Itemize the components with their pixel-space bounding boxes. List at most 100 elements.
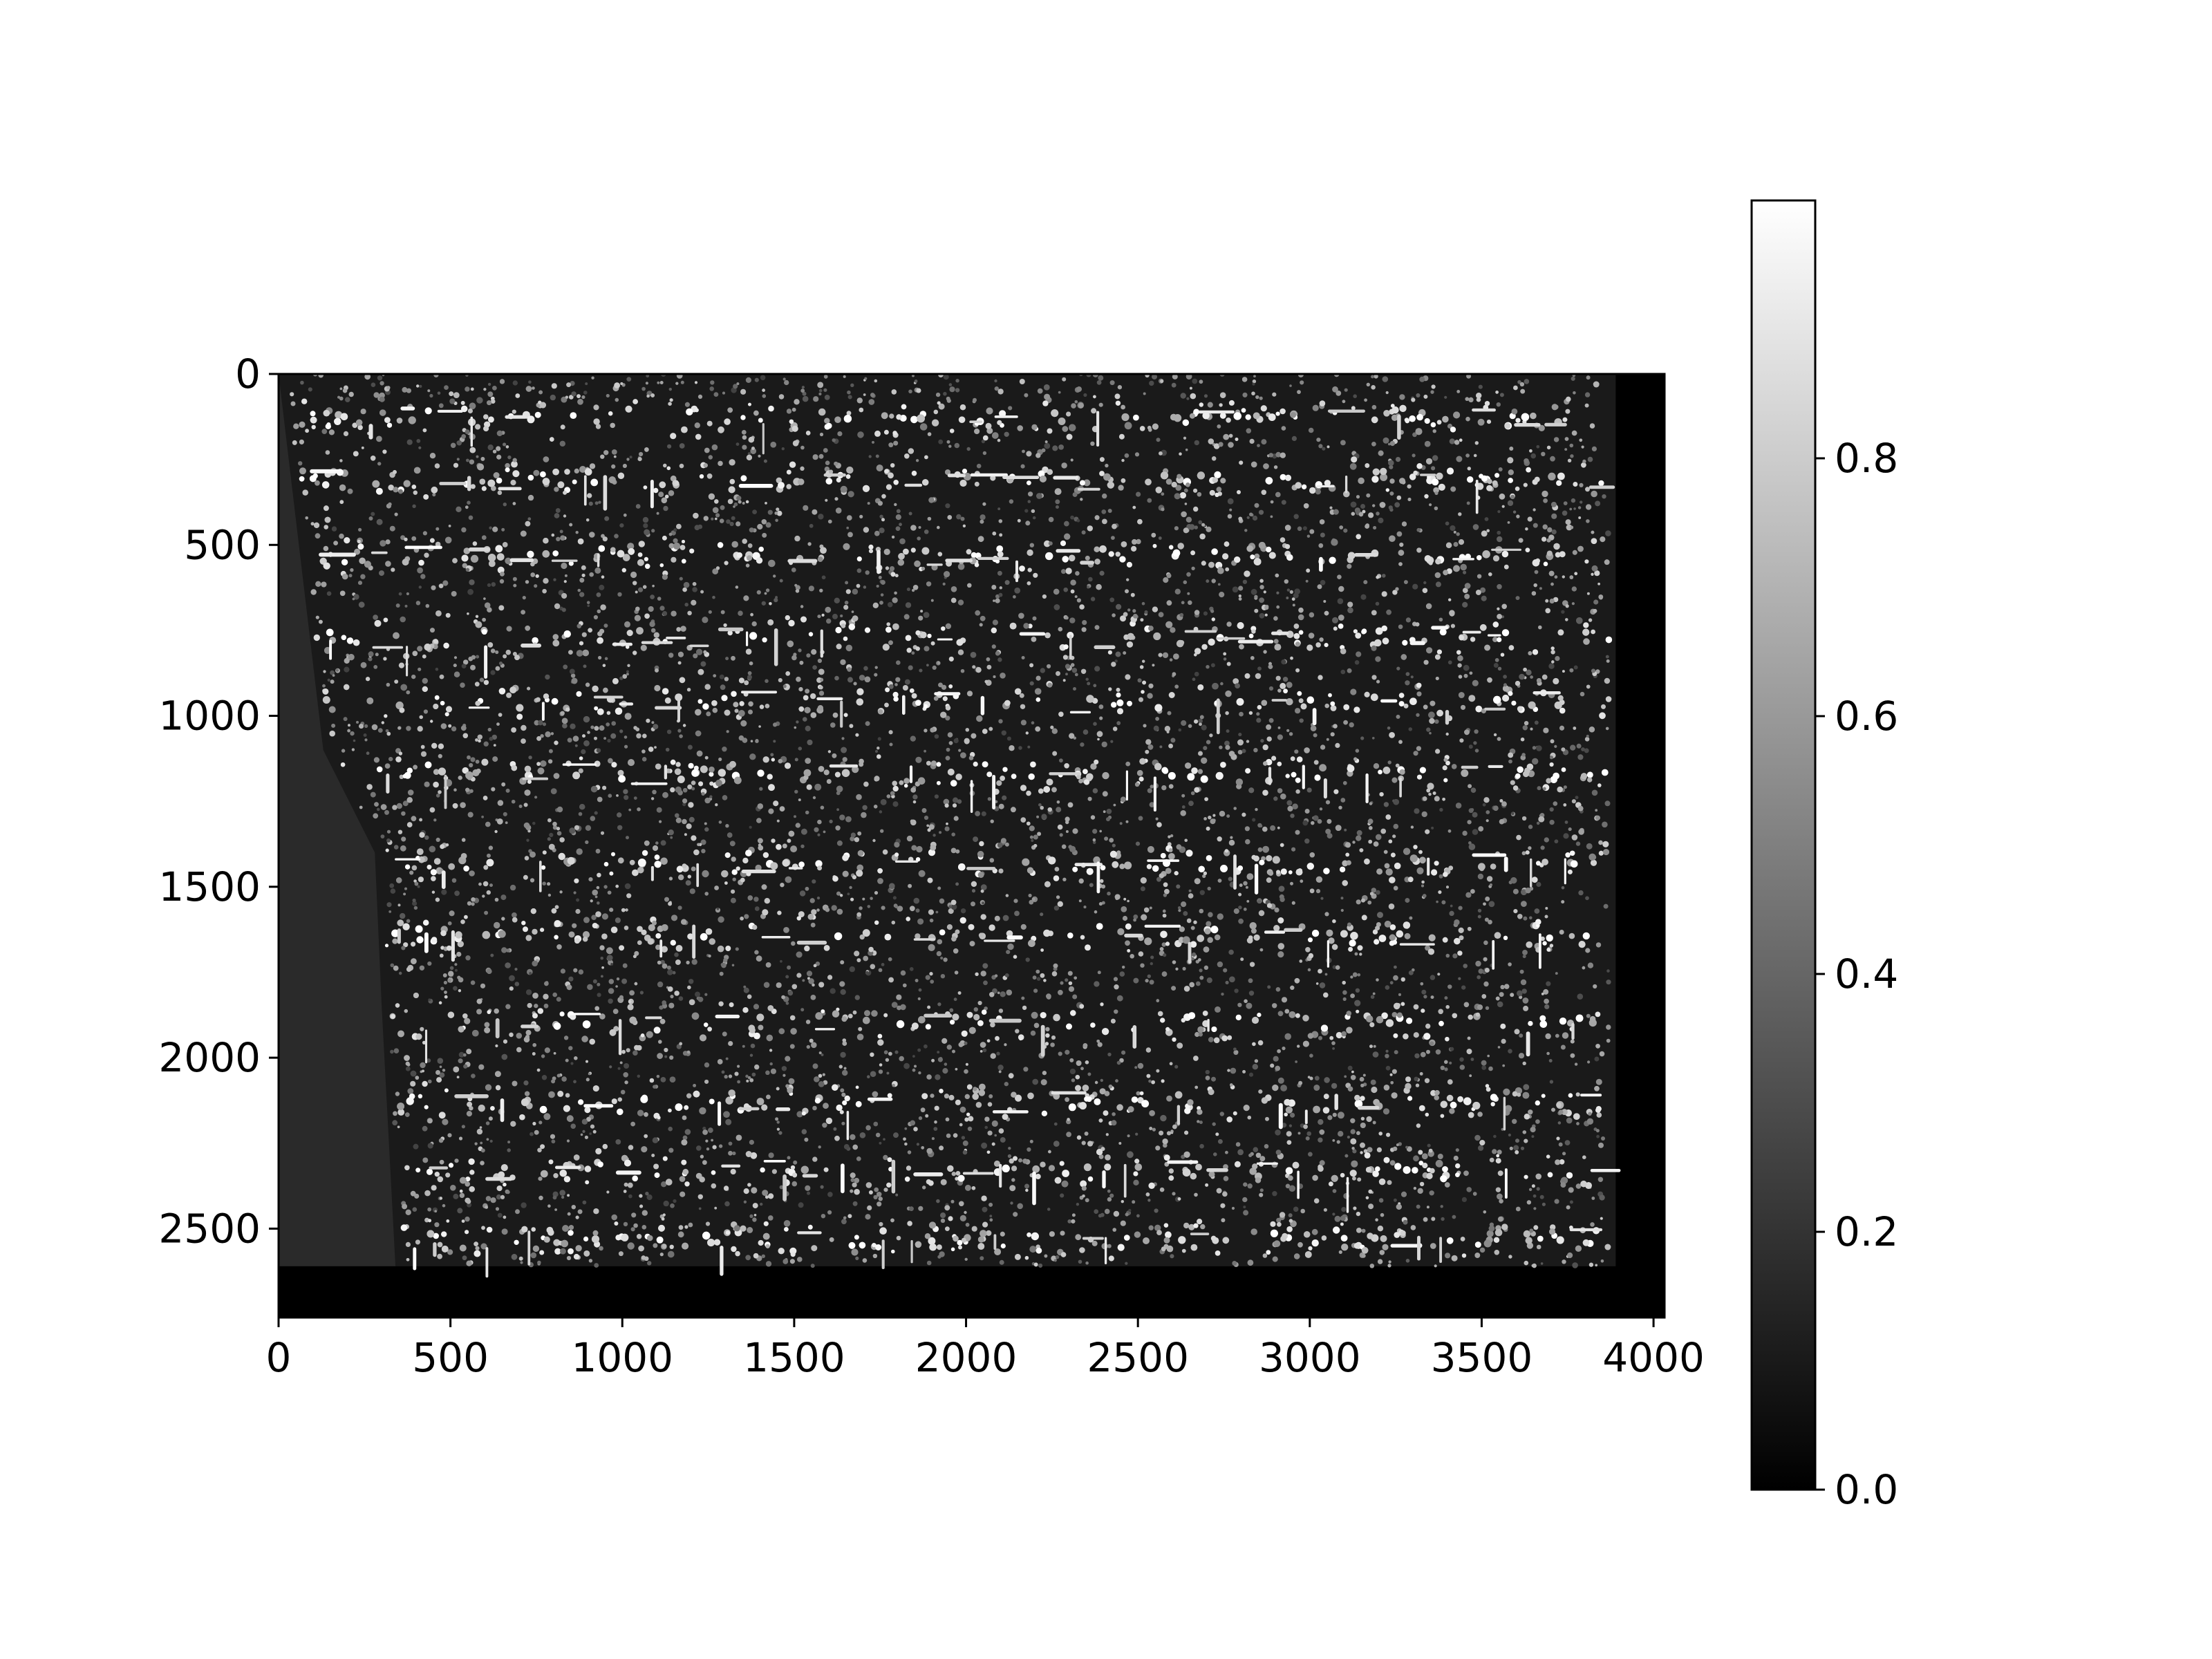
speckle <box>1378 1132 1382 1136</box>
speckle <box>431 487 438 494</box>
speckle <box>812 665 817 670</box>
speckle <box>1357 1177 1361 1181</box>
speckle <box>553 1173 558 1178</box>
speckle <box>1497 510 1500 513</box>
speckle <box>865 570 870 574</box>
speckle <box>800 845 804 848</box>
speckle <box>1487 677 1492 683</box>
speckle <box>1592 790 1598 796</box>
speckle <box>538 1177 542 1181</box>
speckle <box>1423 395 1427 399</box>
speckle <box>1601 1136 1605 1141</box>
speckle <box>521 531 527 537</box>
speckle <box>442 1119 448 1125</box>
speckle <box>1333 626 1338 630</box>
speckle <box>718 917 724 923</box>
speckle <box>659 606 664 610</box>
speckle <box>894 852 899 856</box>
speckle <box>651 797 654 800</box>
speckle <box>481 816 484 818</box>
speckle <box>740 415 745 420</box>
speckle <box>1253 379 1256 383</box>
speckle <box>1424 494 1428 498</box>
speckle <box>763 756 769 762</box>
speckle <box>707 1027 712 1031</box>
speckle <box>930 1094 934 1098</box>
speckle <box>1099 403 1103 407</box>
speckle <box>1177 474 1181 479</box>
speckle <box>1426 727 1430 731</box>
speckle <box>589 532 595 538</box>
speckle <box>1503 1089 1510 1096</box>
speckle <box>1470 637 1475 641</box>
speckle <box>670 787 675 792</box>
speckle <box>724 418 731 425</box>
speckle <box>960 1107 966 1113</box>
speckle <box>1287 806 1293 812</box>
speckle <box>964 1211 966 1214</box>
speckle <box>686 961 689 964</box>
speckle <box>582 734 585 738</box>
speckle <box>626 836 629 839</box>
speckle <box>614 1221 618 1226</box>
speckle <box>1014 911 1020 917</box>
speckle <box>1519 538 1524 543</box>
speckle <box>651 628 656 633</box>
speckle <box>951 832 955 836</box>
speckle <box>823 831 826 834</box>
speckle <box>342 574 348 580</box>
speckle <box>291 402 296 406</box>
speckle <box>419 585 422 588</box>
speckle <box>585 1180 589 1184</box>
speckle <box>762 533 767 538</box>
speckle <box>611 721 616 726</box>
speckle <box>955 388 959 392</box>
speckle <box>1414 808 1419 814</box>
speckle <box>368 657 372 661</box>
speckle <box>1160 947 1164 951</box>
speckle <box>625 406 632 413</box>
speckle <box>1270 825 1275 831</box>
speckle <box>999 804 1004 809</box>
speckle <box>405 605 408 608</box>
speckle <box>1015 1029 1019 1033</box>
speckle <box>594 568 601 574</box>
speckle <box>1162 942 1166 946</box>
speckle <box>883 850 888 855</box>
speckle <box>483 597 486 600</box>
speckle <box>535 412 541 418</box>
speckle <box>704 823 707 825</box>
speckle <box>401 1224 408 1231</box>
speckle <box>466 1199 471 1204</box>
speckle <box>610 733 616 739</box>
speckle <box>623 1072 628 1078</box>
speckle <box>618 1067 621 1070</box>
speckle <box>1067 1118 1070 1121</box>
speckle <box>729 1074 732 1078</box>
speckle <box>743 595 749 601</box>
speckle <box>1159 1131 1163 1136</box>
speckle <box>1386 488 1389 491</box>
speckle <box>943 583 946 585</box>
speckle <box>868 545 873 550</box>
speckle <box>1062 1170 1069 1177</box>
speckle <box>515 982 520 986</box>
speckle <box>827 1210 832 1215</box>
speckle <box>630 860 635 865</box>
speckle <box>1128 1209 1131 1212</box>
speckle <box>1089 883 1094 887</box>
speckle <box>966 1063 968 1066</box>
speckle <box>1169 784 1174 789</box>
speckle <box>1319 764 1327 771</box>
speckle <box>802 1129 807 1134</box>
speckle <box>843 375 846 378</box>
speckle <box>597 873 601 878</box>
speckle <box>803 717 807 722</box>
speckle <box>591 377 594 379</box>
speckle <box>1013 955 1018 959</box>
speckle <box>1352 1177 1356 1181</box>
speckle <box>510 480 516 485</box>
speckle <box>467 1111 472 1116</box>
speckle <box>748 452 751 455</box>
speckle <box>1054 1123 1058 1126</box>
